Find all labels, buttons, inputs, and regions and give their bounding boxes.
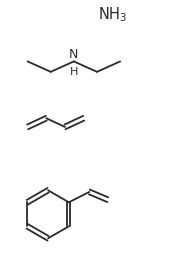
Text: NH$_3$: NH$_3$ xyxy=(98,6,127,24)
Text: N: N xyxy=(69,48,78,61)
Text: H: H xyxy=(70,67,78,77)
